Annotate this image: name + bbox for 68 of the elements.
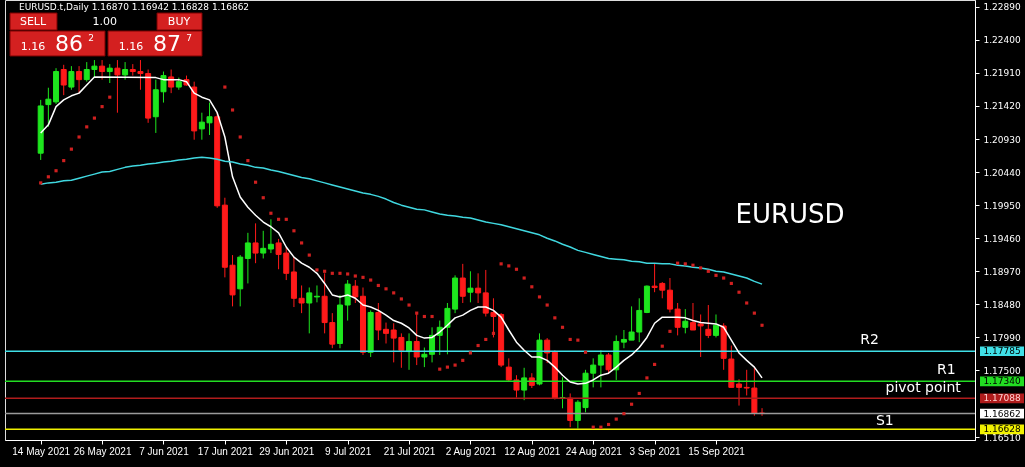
text: 1.16862 [983, 408, 1021, 419]
candlestick [352, 279, 359, 304]
chart-title: EURUSD.t,Daily 1.16870 1.16942 1.16828 1.16862 [19, 2, 250, 12]
ref-line-label: S1 [875, 412, 894, 429]
candlestick [313, 284, 320, 303]
candlestick [682, 308, 689, 334]
candlestick [122, 61, 129, 81]
text: 1.17785 [983, 346, 1021, 357]
annotation: EURUSD [735, 199, 845, 229]
candlestick [736, 378, 743, 407]
x-tick-label: 12 Aug 2021 [504, 445, 561, 457]
candlestick [260, 230, 267, 259]
y-tick-label: 1.18480 [983, 299, 1021, 310]
candlestick [459, 263, 466, 304]
x-tick-label: 26 May 2021 [73, 445, 132, 457]
candlestick [60, 64, 67, 96]
candlestick [114, 59, 121, 114]
candlestick [68, 65, 75, 91]
candlestick [475, 272, 482, 304]
candlestick [544, 337, 551, 364]
candlestick [244, 232, 251, 284]
candlestick [413, 311, 420, 366]
y-tick-label: 1.18970 [983, 266, 1021, 277]
candlestick [106, 63, 113, 84]
candlestick [467, 270, 474, 303]
x-tick-label: 2 Aug 2021 [445, 445, 497, 457]
y-tick-label: 1.16510 [983, 432, 1021, 443]
y-tick-label: 1.20440 [983, 167, 1021, 178]
x-tick-label: 21 Jul 2021 [383, 445, 436, 457]
candlestick [306, 286, 313, 334]
ref-line-label: R1 [936, 361, 956, 378]
ref-line-label: R2 [860, 331, 879, 348]
candlestick [252, 222, 259, 264]
ref-line-label: pivot point [885, 379, 962, 396]
x-tick-label: 24 Aug 2021 [565, 445, 623, 457]
candlestick [713, 313, 719, 338]
y-tick-label: 1.21420 [983, 101, 1021, 112]
candlestick [705, 304, 712, 339]
candlestick [168, 69, 175, 94]
candlestick [99, 59, 106, 81]
x-tick-label: 3 Sep 2021 [629, 445, 682, 457]
text: 1.17340 [983, 376, 1021, 387]
candlestick [375, 302, 382, 341]
candlestick [383, 322, 390, 344]
candlestick [76, 65, 83, 94]
x-tick-label: 9 Jul 2021 [325, 445, 372, 457]
x-tick-label: 7 Jun 2021 [139, 445, 190, 457]
candlestick [567, 392, 574, 428]
y-tick-label: 1.17990 [983, 332, 1021, 343]
y-tick-label: 1.20930 [983, 134, 1021, 145]
text: 1.17088 [983, 393, 1021, 404]
y-tick-label: 1.22400 [983, 35, 1021, 46]
annotation: BUY [167, 15, 191, 28]
annotation: 1.00 [92, 15, 117, 28]
y-tick-label: 1.21910 [983, 68, 1021, 79]
candlestick [605, 352, 612, 374]
y-tick-label: 1.17500 [983, 365, 1021, 376]
candlestick [406, 332, 413, 371]
x-tick-label: 29 Jun 2021 [259, 445, 315, 457]
x-tick-label: 15 Sep 2021 [688, 445, 746, 457]
y-tick-label: 1.19950 [983, 200, 1021, 211]
annotation: SELL [19, 15, 47, 28]
candlestick [267, 218, 274, 254]
y-tick-label: 1.19460 [983, 233, 1021, 244]
y-tick-label: 1.22890 [983, 2, 1021, 13]
x-tick-label: 17 Jun 2021 [197, 445, 254, 457]
x-tick-label: 14 May 2021 [12, 445, 71, 457]
text: 1.16628 [983, 424, 1021, 435]
